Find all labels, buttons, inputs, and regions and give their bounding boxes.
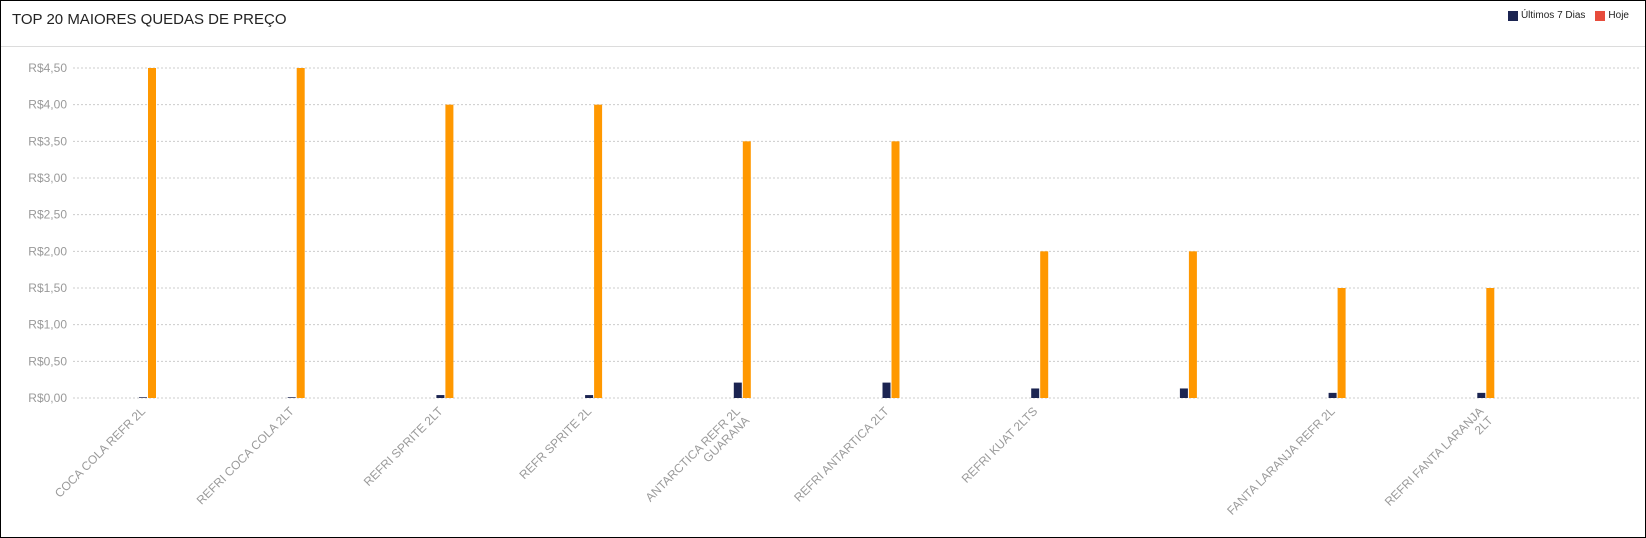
y-tick-label: R$3,00 — [28, 171, 67, 185]
legend-item-last-7-days[interactable]: Últimos 7 Dias — [1507, 10, 1586, 21]
x-tick-label-text: ANTARCTICA REFR 2LGUARANA — [643, 404, 753, 514]
y-tick-label: R$2,00 — [28, 244, 67, 258]
y-tick-label: R$1,50 — [28, 281, 67, 295]
legend-label-today: Hoje — [1608, 10, 1629, 21]
x-tick-label: REFRI KUAT 2LTS — [959, 404, 1041, 486]
x-tick-label: COCA COLA REFR 2L — [52, 404, 148, 500]
x-tick-label: REFRI COCA COLA 2LT — [194, 404, 298, 508]
x-tick-label: REFRI FANTA LARANJA2LT — [1382, 404, 1496, 518]
bar-today — [594, 104, 603, 398]
bar-today — [148, 68, 156, 398]
bar-last-7-days — [1179, 388, 1188, 398]
x-tick-label-line: COCA COLA REFR 2L — [52, 404, 148, 500]
bar-last-7-days — [1477, 392, 1486, 398]
x-tick-label-line: ANTARCTICA REFR 2L — [643, 404, 743, 504]
bar-today — [1040, 251, 1049, 398]
bar-last-7-days — [139, 397, 147, 398]
y-tick-label: R$0,50 — [28, 354, 67, 368]
x-tick-label-text: COCA COLA REFR 2L — [52, 404, 148, 500]
y-tick-label: R$0,00 — [28, 391, 67, 405]
x-tick-label-line: REFRI KUAT 2LTS — [959, 404, 1041, 486]
y-tick-label: R$4,50 — [28, 61, 67, 75]
x-tick-label-line: REFRI ANTARTICA 2LT — [791, 404, 892, 505]
x-tick-label-text: REFR SPRITE 2L — [516, 404, 594, 482]
legend-swatch-today — [1595, 10, 1606, 21]
chart-legend: Últimos 7 Dias Hoje — [1507, 10, 1629, 21]
bar-last-7-days — [733, 382, 742, 398]
bar-last-7-days — [882, 382, 891, 398]
chart-title: TOP 20 MAIORES QUEDAS DE PREÇO — [12, 11, 287, 28]
bar-today — [891, 141, 900, 398]
x-tick-label: REFRI ANTARTICA 2LT — [791, 404, 892, 505]
x-tick-label-text: REFRI COCA COLA 2LT — [194, 404, 298, 508]
x-tick-label-text: REFRI SPRITE 2LT — [361, 404, 446, 489]
x-tick-label-line: REFRI FANTA LARANJA — [1382, 404, 1487, 509]
y-tick-label: R$2,50 — [28, 208, 67, 222]
x-tick-label-text: REFRI FANTA LARANJA2LT — [1382, 404, 1496, 518]
bar-last-7-days — [1031, 388, 1040, 398]
x-tick-label-text: FANTA LARANJA REFR 2L — [1224, 404, 1338, 518]
bar-last-7-days — [436, 395, 445, 398]
y-tick-label: R$4,00 — [28, 98, 67, 112]
x-tick-label: ANTARCTICA REFR 2LGUARANA — [643, 404, 753, 514]
legend-item-today[interactable]: Hoje — [1595, 10, 1629, 21]
bar-today — [742, 141, 751, 398]
x-tick-label: REFRI SPRITE 2LT — [361, 404, 446, 489]
legend-swatch-last-7-days — [1507, 10, 1518, 21]
x-tick-label-line: REFRI SPRITE 2LT — [361, 404, 446, 489]
legend-label-last-7-days: Últimos 7 Dias — [1520, 10, 1586, 21]
bar-last-7-days — [585, 395, 594, 398]
x-tick-label: REFR SPRITE 2L — [516, 404, 594, 482]
bar-today — [1188, 251, 1197, 398]
bar-today — [296, 68, 305, 398]
y-tick-label: R$1,00 — [28, 318, 67, 332]
x-tick-label-line: REFRI COCA COLA 2LT — [194, 404, 298, 508]
bar-today — [445, 104, 454, 398]
bar-chart: R$0,00 R$0,50 R$1,00 R$1,50 R$2,00 R$2,50 R$3,… — [28, 61, 1641, 518]
x-tick-label-line: REFR SPRITE 2L — [516, 404, 594, 482]
x-tick-label-text: REFRI ANTARTICA 2LT — [791, 404, 892, 505]
x-tick-label-text: REFRI KUAT 2LTS — [959, 404, 1041, 486]
bar-last-7-days — [287, 397, 296, 398]
x-tick-label-line: FANTA LARANJA REFR 2L — [1224, 404, 1338, 518]
y-tick-label: R$3,50 — [28, 134, 67, 148]
x-tick-label: FANTA LARANJA REFR 2L — [1224, 404, 1338, 518]
panel-header: TOP 20 MAIORES QUEDAS DE PREÇO Últimos 7… — [1, 1, 1645, 47]
bar-last-7-days — [1328, 392, 1337, 398]
bar-today — [1337, 288, 1346, 398]
bar-today — [1486, 288, 1495, 398]
